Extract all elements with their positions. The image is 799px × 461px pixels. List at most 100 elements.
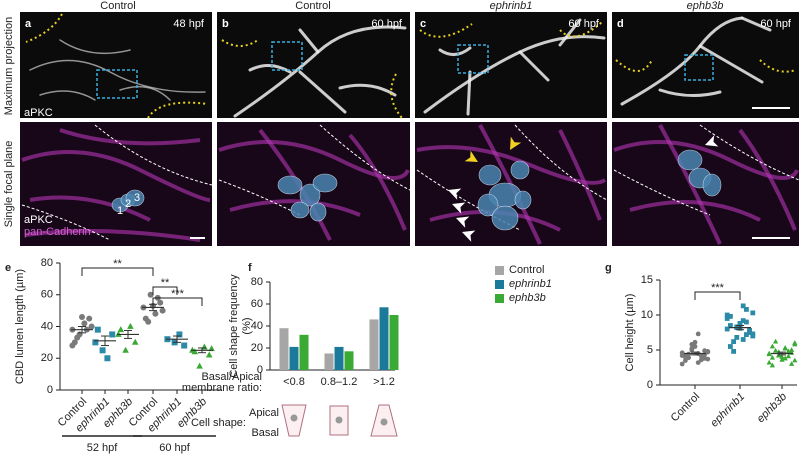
y-axis-label: CBD lumen length (µm): [14, 269, 26, 384]
tissue-outline: [25, 13, 63, 43]
tissue-outline: [759, 59, 797, 73]
aPKC-signal: [438, 46, 472, 56]
micrograph-background: [217, 12, 410, 118]
inset-box: [271, 41, 303, 71]
data-point: [766, 351, 772, 357]
data-point: [728, 323, 733, 328]
data-point: [205, 351, 213, 358]
data-point: [176, 331, 183, 338]
micrograph-background: [415, 12, 607, 118]
micrograph-background: [20, 12, 212, 118]
group-label: 52 hpf: [87, 442, 119, 454]
inset-box: [457, 44, 489, 74]
data-point: [785, 353, 792, 359]
column-header: Control: [100, 0, 135, 12]
segmented-cell: [299, 183, 321, 207]
cadherin-signal: [629, 200, 761, 222]
x-tick-label: >1.2: [373, 376, 395, 388]
aPKC-signal: [29, 59, 206, 93]
data-point: [750, 310, 756, 316]
data-point: [117, 326, 125, 333]
time-label: 48 hpf: [173, 18, 205, 30]
data-point: [127, 322, 134, 329]
data-point: [695, 331, 701, 337]
tissue-outline: [147, 101, 209, 119]
panel-letter: f: [248, 262, 252, 274]
time-label: 60 hpf: [760, 18, 792, 30]
data-point: [705, 356, 711, 362]
time-label: 60 hpf: [568, 18, 600, 30]
data-point: [772, 338, 779, 344]
panel-letter: b: [222, 18, 229, 30]
significance-bracket: [81, 267, 154, 276]
x-tick-label: Control: [669, 391, 703, 425]
cadherin-signal: [738, 128, 797, 231]
duct-outline: [94, 124, 213, 186]
x-axis-label: Basal/Apical: [201, 371, 262, 383]
data-point: [695, 360, 701, 365]
cadherin-signal: [59, 128, 201, 146]
aPKC-signal: [558, 18, 582, 47]
y-tick-label: 10: [641, 309, 653, 321]
bar: [324, 353, 334, 370]
data-point: [679, 350, 685, 356]
row-label: Single focal plane: [3, 141, 15, 228]
data-point: [772, 347, 779, 353]
data-point: [788, 347, 795, 352]
segmented-cell: [478, 164, 502, 186]
shape-part: Basal: [251, 427, 279, 439]
x-tick-label: <0.8: [283, 376, 305, 388]
inset-box: [684, 54, 714, 81]
stain-label: aPKC: [24, 214, 53, 226]
duct-outline: [21, 204, 111, 241]
legend-swatch: [495, 266, 504, 275]
panel-letter: g: [605, 262, 612, 274]
cadherin-signal: [613, 140, 799, 180]
bar: [379, 307, 389, 370]
y-tick-label: 80: [41, 257, 53, 269]
column-header: ephrinb1: [490, 0, 533, 12]
significance-label: ***: [171, 288, 185, 300]
data-point: [99, 347, 106, 354]
segmented-cell: [309, 202, 327, 222]
nucleus: [380, 418, 388, 426]
aPKC-signal: [518, 50, 550, 82]
data-point: [792, 357, 798, 363]
aPKC-signal: [298, 70, 347, 114]
column-header: Control: [295, 0, 330, 12]
tissue-outline: [221, 39, 259, 47]
arrowhead: [456, 216, 470, 228]
data-point: [159, 307, 166, 314]
cadherin-signal: [558, 129, 602, 221]
data-point: [747, 329, 752, 335]
data-point: [740, 318, 746, 323]
data-point: [702, 348, 707, 354]
cadherin-signal: [24, 229, 201, 242]
data-point: [766, 359, 772, 365]
y-tick-label: 0: [647, 379, 653, 391]
data-point: [744, 319, 749, 325]
data-point: [88, 323, 95, 330]
data-point: [737, 322, 743, 328]
cadherin-signal: [21, 150, 211, 202]
data-point: [86, 315, 93, 322]
aPKC-signal: [658, 88, 722, 97]
data-point: [122, 346, 129, 353]
data-point: [131, 338, 139, 345]
shape-part: Apical: [249, 407, 279, 419]
arrowhead: [510, 136, 522, 150]
data-point: [74, 334, 81, 341]
data-point: [779, 354, 785, 359]
y-tick-label: 60: [251, 298, 263, 310]
data-point: [181, 342, 188, 349]
tissue-outline: [419, 23, 473, 38]
data-point: [152, 310, 159, 317]
aPKC-signal: [119, 85, 171, 101]
duct-outline: [514, 124, 608, 201]
aPKC-signal: [466, 70, 472, 116]
nucleus: [335, 416, 343, 424]
panel-letter: d: [617, 18, 624, 30]
data-point: [196, 362, 203, 369]
segmented-cell: [277, 175, 303, 195]
